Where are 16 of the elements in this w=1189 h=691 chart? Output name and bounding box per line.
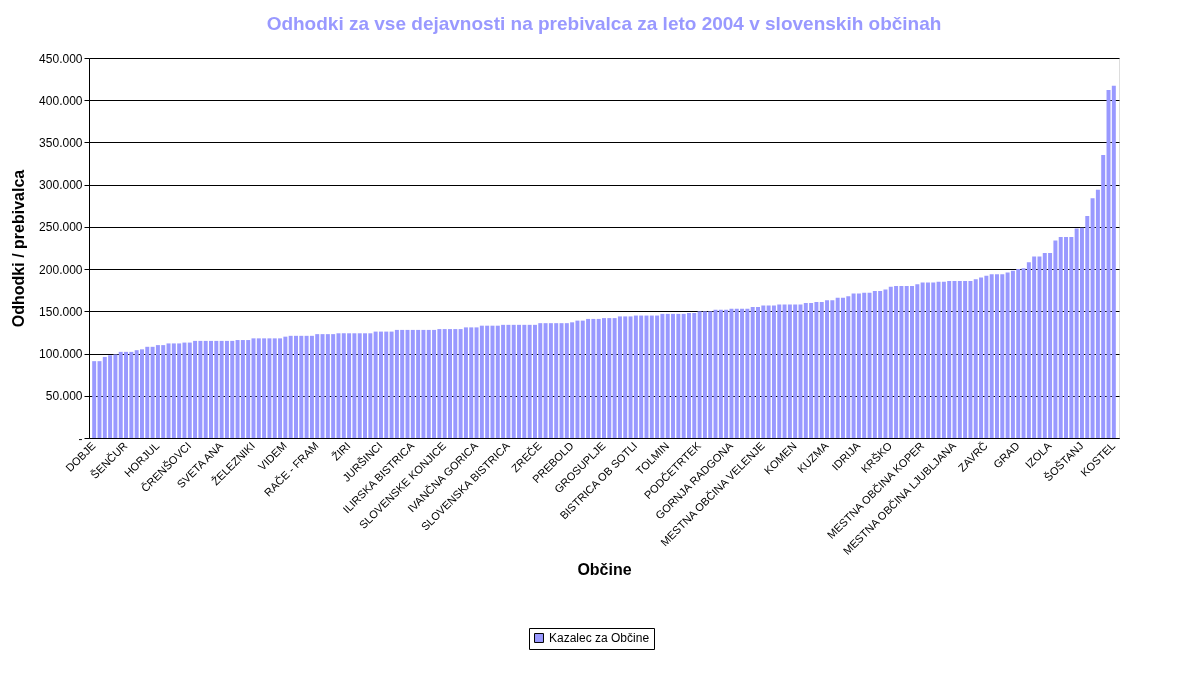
bar bbox=[92, 361, 97, 438]
y-tick-label: - bbox=[78, 431, 83, 446]
y-tick-label: 100.000 bbox=[39, 347, 83, 362]
x-axis-title: Občine bbox=[577, 560, 632, 578]
bar bbox=[1111, 85, 1116, 438]
y-axis-title: Odhodki / prebivalca bbox=[10, 169, 28, 328]
y-tick-label: 350.000 bbox=[39, 135, 83, 150]
chart-title: Odhodki za vse dejavnosti na prebivalca za leto 2004 v slovenskih občinah bbox=[266, 13, 942, 34]
legend-label: Kazalec za Občine bbox=[549, 631, 650, 645]
y-tick-label: 300.000 bbox=[39, 178, 83, 193]
y-tick-label: 150.000 bbox=[39, 304, 83, 319]
y-tick-label: 50.000 bbox=[45, 389, 83, 404]
y-tick-label: 450.000 bbox=[39, 51, 83, 66]
y-tick-label: 200.000 bbox=[39, 262, 83, 277]
y-tick-label: 400.000 bbox=[39, 93, 83, 108]
y-tick-label: 250.000 bbox=[39, 220, 83, 235]
